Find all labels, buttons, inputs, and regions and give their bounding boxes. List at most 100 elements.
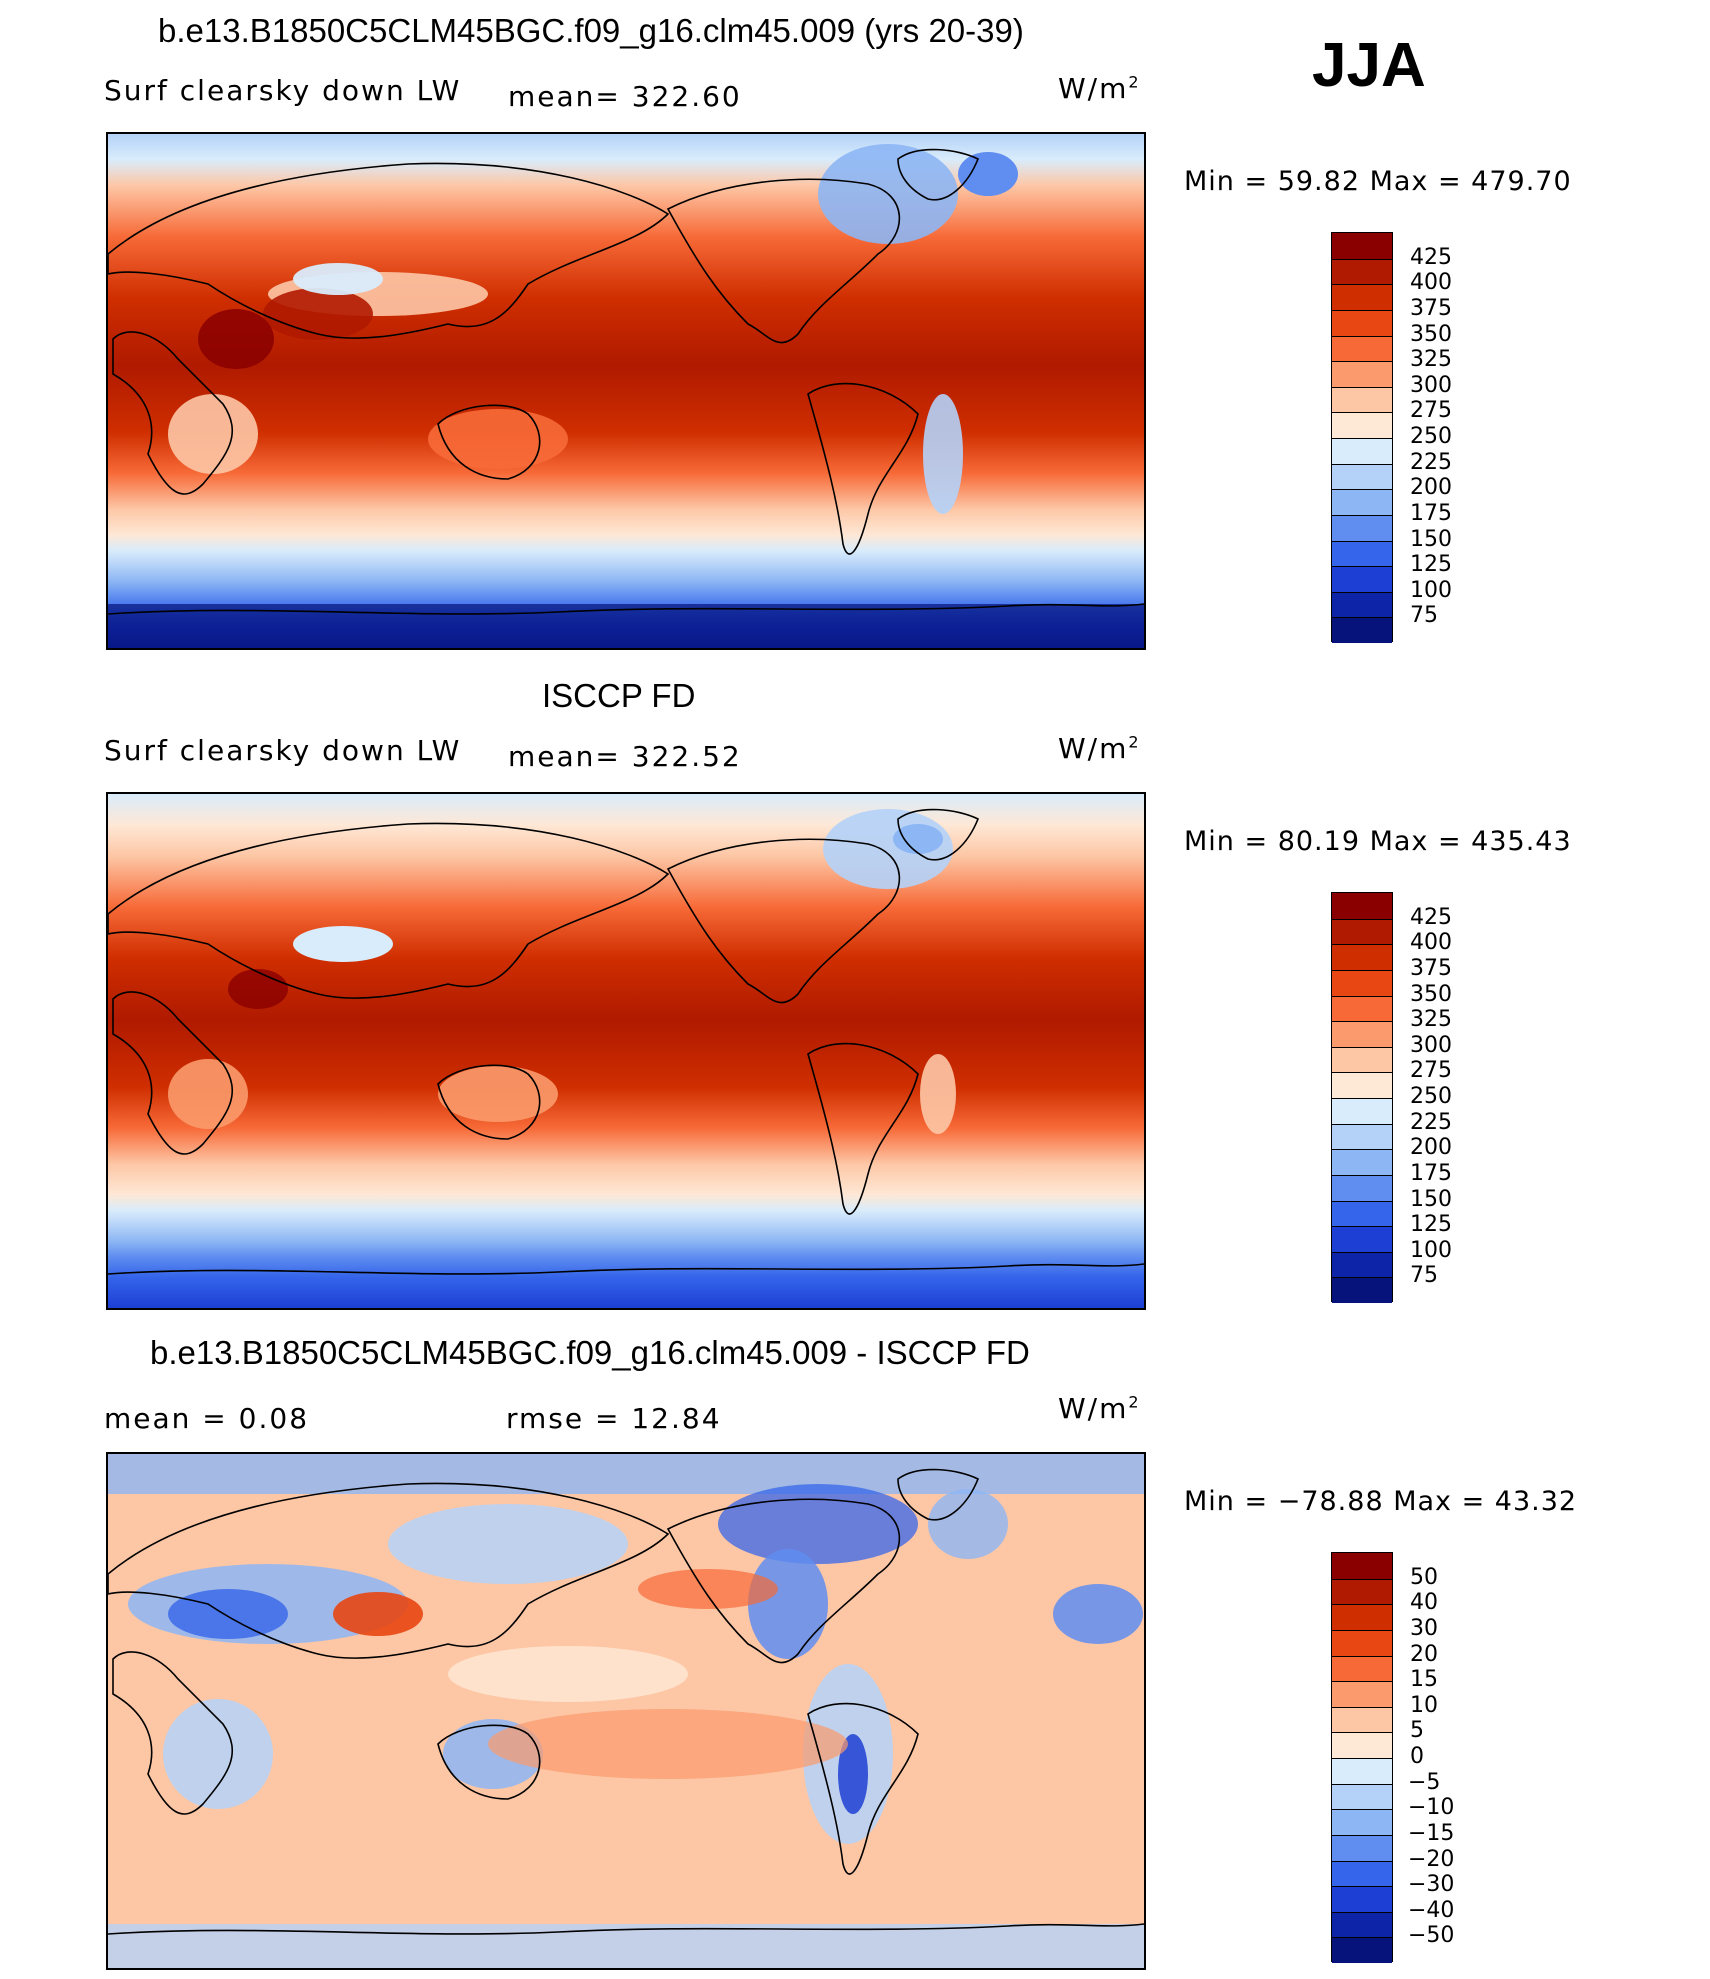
colorbar-tick-label: −20 [1408,1846,1455,1872]
colorbar-swatch [1332,412,1392,438]
colorbar-tick-label: 425 [1410,244,1452,270]
colorbar-tick-label: 400 [1410,930,1452,956]
units-label: W/m2 [1058,72,1141,105]
colorbar-tick-label: −10 [1408,1795,1455,1821]
colorbar-tick-label: 200 [1410,475,1452,501]
colorbar-swatch [1332,1783,1392,1810]
colorbar-tick-label: −50 [1408,1923,1455,1949]
colorbar-swatch [1332,1604,1392,1630]
colorbar-swatch [1332,591,1392,618]
colorbar-swatch [1332,893,1392,919]
colorbar-swatch [1332,1072,1392,1098]
colorbar-tick-label: −15 [1408,1820,1455,1846]
colorbar-tick-label: 325 [1410,1007,1452,1033]
colorbar-swatch [1332,969,1392,996]
colorbar-swatch [1332,1578,1392,1605]
minmax-label: Min = −78.88 Max = 43.32 [1184,1486,1578,1517]
colorbar-swatch [1332,284,1392,310]
colorbar-swatch [1332,1021,1392,1047]
colorbar-tick-label: 250 [1410,424,1452,449]
colorbar [1331,1552,1393,1963]
units-label: W/m2 [1058,732,1141,765]
mean-label: mean= 322.52 [508,740,742,773]
colorbar-tick-label: 350 [1410,981,1452,1007]
units-label: W/m2 [1058,1392,1141,1425]
colorbar-tick-label: 200 [1410,1135,1452,1161]
colorbar-swatch [1332,1886,1392,1912]
colorbar-swatch [1332,1098,1392,1124]
colorbar-swatch [1332,463,1392,490]
colorbar-swatch [1332,1681,1392,1707]
colorbar-tick-label: 225 [1410,1109,1452,1135]
colorbar-tick-label: 375 [1410,295,1452,321]
map-panel [106,132,1146,650]
colorbar-swatch [1332,361,1392,387]
colorbar-tick-label: 125 [1410,552,1452,578]
colorbar-swatch [1332,1046,1392,1073]
colorbar-swatch [1332,1277,1392,1303]
colorbar-swatch [1332,1123,1392,1150]
colorbar-tick-label: 350 [1410,321,1452,347]
colorbar-swatch [1332,944,1392,970]
colorbar [1331,232,1393,643]
colorbar-swatch [1332,514,1392,541]
colorbar-tick-label: 400 [1410,270,1452,296]
colorbar-swatch [1332,566,1392,592]
colorbar-swatch [1332,1809,1392,1835]
map-panel [106,792,1146,1310]
colorbar-tick-label: 300 [1410,372,1452,398]
map-field [108,1454,1144,1968]
map-field [108,794,1144,1308]
colorbar-swatch [1332,438,1392,464]
colorbar-tick-label: 175 [1410,500,1452,526]
colorbar-tick-label: 75 [1410,603,1438,629]
colorbar-swatch [1332,386,1392,413]
colorbar-swatch [1332,1834,1392,1861]
colorbar-tick-label: 150 [1410,526,1452,552]
colorbar-swatch [1332,258,1392,285]
colorbar-tick-label: 20 [1410,1641,1438,1667]
colorbar-swatch [1332,617,1392,643]
panel-title: b.e13.B1850C5CLM45BGC.f09_g16.clm45.009 … [158,12,1024,49]
colorbar [1331,892,1393,1303]
colorbar-swatch [1332,1553,1392,1579]
colorbar-swatch [1332,995,1392,1022]
colorbar-swatch [1332,540,1392,567]
colorbar-tick-label: −40 [1408,1897,1455,1923]
colorbar-swatch [1332,1655,1392,1682]
colorbar-swatch [1332,233,1392,259]
colorbar-swatch [1332,1758,1392,1784]
colorbar-tick-label: 125 [1410,1212,1452,1238]
colorbar-tick-label: 250 [1410,1084,1452,1109]
colorbar-tick-label: −30 [1408,1872,1455,1898]
colorbar-tick-label: 225 [1410,449,1452,475]
colorbar-swatch [1332,1226,1392,1252]
colorbar-swatch [1332,1251,1392,1278]
colorbar-tick-label: 375 [1410,955,1452,981]
colorbar-swatch [1332,1937,1392,1963]
colorbar-swatch [1332,1860,1392,1887]
colorbar-swatch [1332,335,1392,362]
colorbar-swatch [1332,1629,1392,1656]
rmse-label: rmse = 12.84 [506,1402,722,1435]
colorbar-swatch [1332,1149,1392,1175]
colorbar-tick-label: 425 [1410,904,1452,930]
colorbar-swatch [1332,309,1392,336]
colorbar-tick-label: 5 [1410,1718,1424,1744]
map-panel [106,1452,1146,1970]
colorbar-tick-label: 10 [1410,1692,1438,1718]
colorbar-swatch [1332,1174,1392,1201]
colorbar-tick-label: 100 [1410,577,1452,603]
mean-label: mean = 0.08 [104,1402,310,1435]
colorbar-tick-label: 325 [1410,347,1452,373]
variable-label: Surf clearsky down LW [104,734,462,767]
colorbar-swatch [1332,489,1392,515]
colorbar-tick-label: 15 [1410,1667,1438,1693]
colorbar-swatch [1332,918,1392,945]
colorbar-tick-label: 50 [1410,1564,1438,1590]
colorbar-tick-label: −5 [1408,1769,1441,1795]
colorbar-swatch [1332,1706,1392,1733]
colorbar-tick-label: 30 [1410,1615,1438,1641]
panel-title: ISCCP FD [542,677,696,714]
map-field [108,134,1144,648]
